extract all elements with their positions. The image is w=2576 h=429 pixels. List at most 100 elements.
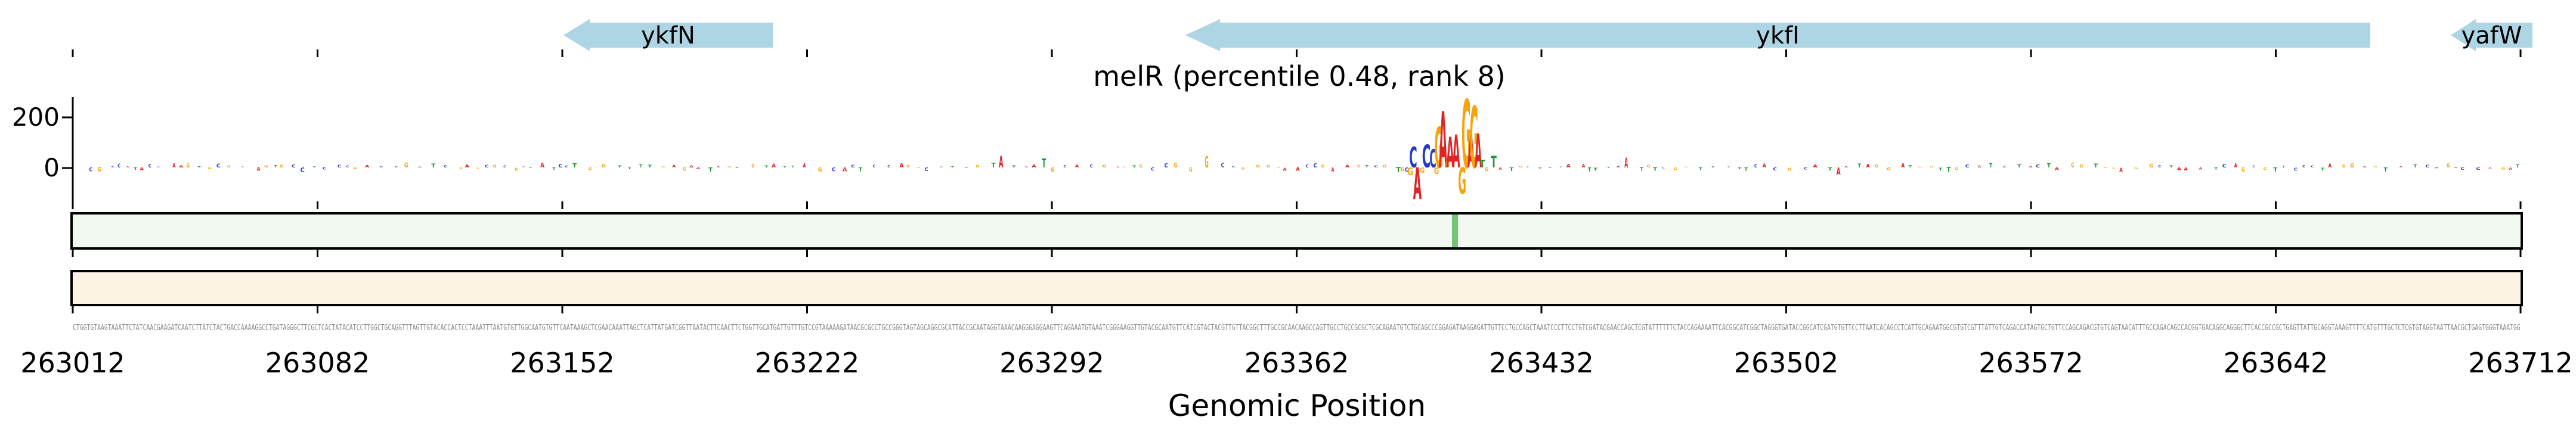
logo-noise-letter: G [2264,167,2267,172]
logo-noise-letter: C [338,164,341,168]
x-axis-label: Genomic Position [1168,388,1426,423]
logo-noise-letter: A [465,163,470,169]
logo-noise-letter: G [493,164,497,169]
logo-noise-letter: A [2234,162,2238,169]
logo-noise-letter: G [2112,167,2115,170]
logo-noise-letter: T [783,166,787,168]
logo-noise-letter: A [1296,166,1300,172]
logo-noise-letter: C [2222,164,2227,169]
logo-noise-letter: C [157,167,161,168]
logo-noise-letter: C [2460,167,2464,171]
logo-noise-letter: G [818,167,822,173]
logo-noise-letter: C [503,166,506,168]
logo-noise-letter: A [1866,163,1870,169]
logo-noise-letter: G [2447,162,2450,169]
logo-noise-letter: T [2516,164,2520,169]
logo-noise-letter: T [2047,163,2051,170]
x-tick-label: 263292 [999,347,1104,379]
logo-noise-letter: G [2350,162,2354,169]
logo-noise-letter: T [2383,167,2388,173]
logo-noise-letter: C [89,167,92,173]
logo-motif-letter: T [1480,157,1485,170]
logo-noise-letter: C [1090,164,1093,169]
logo-noise-letter: C [558,164,562,169]
logo-noise-letter: G [1139,164,1143,169]
logo-noise-letter: T [1989,163,1992,169]
logo-noise-letter: A [2184,167,2188,172]
logo-noise-letter: C [887,165,890,168]
x-tick-label: 263432 [1489,347,1594,379]
logo-noise-letter: C [485,164,489,168]
logo-motif-letter: A [1452,126,1460,178]
logo-noise-letter: A [2363,166,2367,168]
logo-noise-letter: G [97,167,101,173]
logo-noise-letter: G [906,164,910,168]
logo-motif-letter: C [1429,145,1436,174]
x-tick-label: 263082 [265,347,370,379]
logo-noise-letter: C [1221,163,1224,169]
logo-motif-letter: C [1405,167,1408,173]
logo-noise-letter: T [859,167,863,173]
logo-motif-letter: G [1470,89,1479,188]
logo-motif-letter: G [1435,116,1444,181]
logo-noise-letter: T [1012,165,1017,168]
logo-noise-letter: T [2281,166,2286,168]
plot-title: melR (percentile 0.48, rank 8) [1093,60,1506,92]
logo-noise-letter: A [1837,166,1841,178]
logo-noise-letter: A [1032,164,1036,169]
logo-noise-letter: C [1965,163,1970,169]
logo-noise-letter: A [1844,166,1849,168]
logo-noise-letter: T [791,166,795,168]
logo-motif-letter: A [1498,167,1502,171]
logo-noise-letter: C [1662,167,1665,169]
logo-motif-letter: G [1485,167,1488,172]
logo-noise-letter: A [2509,167,2512,170]
logo-noise-letter: T [522,166,526,167]
logo-noise-letter: G [1051,167,1055,174]
x-tick-label: 263152 [510,347,615,379]
logo-noise-letter: A [172,163,176,170]
logo-noise-letter: A [2435,167,2439,169]
logo-motif-letter: C [1409,142,1417,175]
logo-noise-letter: C [2476,167,2480,170]
logo-noise-letter: A [1345,164,1350,169]
logo-noise-letter: C [216,163,221,169]
logo-noise-letter: T [1908,164,1912,168]
x-tick-label: 263712 [2468,347,2573,379]
logo-noise-letter: C [1754,163,1757,169]
logo-noise-letter: T [1132,165,1137,168]
logo-noise-letter: G [2134,167,2138,170]
logo-noise-letter: G [1874,164,1878,169]
logo-motif-letter: G [1407,166,1413,178]
logo-noise-letter: G [1646,164,1651,169]
logo-noise-letter: T [1606,167,1611,169]
logo-noise-letter: T [1588,167,1591,173]
x-tick-label: 263572 [1979,347,2083,379]
logo-noise-letter: G [1357,164,1360,169]
logo-noise-letter: A [1075,164,1080,169]
logo-noise-letter: G [1887,167,1891,171]
logo-noise-letter: C [2311,166,2314,169]
logo-noise-letter: A [1978,166,1981,169]
y-tick-label: 0 [44,153,60,182]
logo-noise-letter: G [917,167,921,168]
logo-noise-letter: C [2302,164,2306,169]
logo-noise-letter: A [540,163,545,170]
logo-noise-letter: T [134,167,138,171]
logo-noise-letter: A [1624,156,1628,170]
logo-noise-letter: T [1365,164,1368,168]
logo-noise-letter: C [2253,166,2256,169]
logo-noise-letter: G [1519,166,1522,168]
logo-noise-letter: T [552,167,555,171]
logo-motif-letter: A [1446,130,1454,178]
logo-noise-letter: G [2374,166,2377,168]
logo-noise-letter: A [2328,162,2332,169]
logo-noise-letter: G [2071,161,2074,169]
logo-noise-letter: T [764,164,768,168]
logo-motif-letter: T [1491,153,1497,172]
x-tick-label: 263362 [1244,347,1349,379]
logo-noise-letter: C [873,164,876,169]
logo-noise-letter: A [1582,163,1586,169]
logo-noise-letter: G [1102,164,1106,169]
logo-motif-letter: G [1434,166,1439,177]
